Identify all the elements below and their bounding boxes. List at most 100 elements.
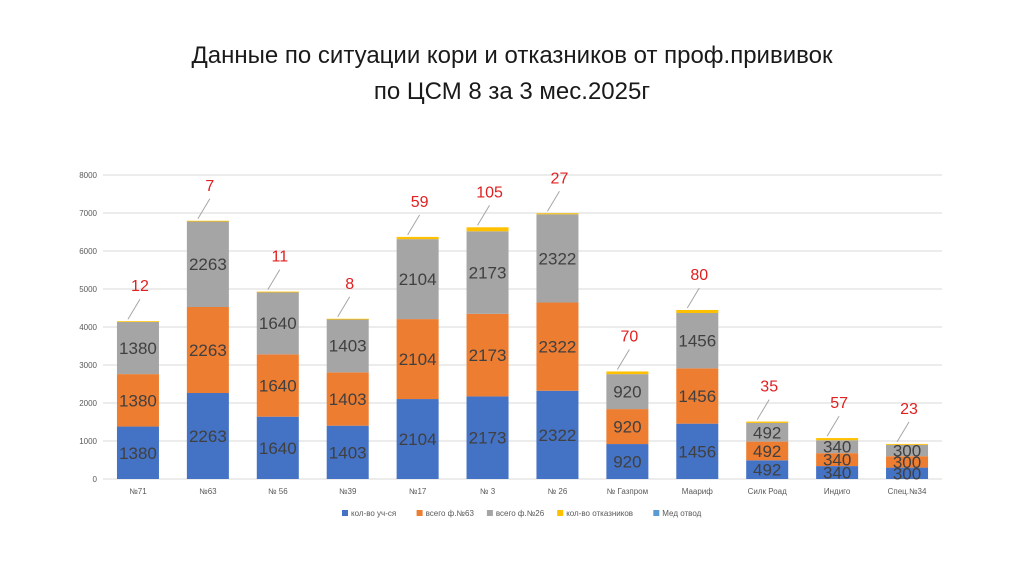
bar-segment <box>396 239 439 320</box>
bar-segment <box>186 221 229 308</box>
data-label: 2322 <box>539 338 577 357</box>
bar-segment <box>256 416 299 479</box>
data-label: 1380 <box>119 339 157 358</box>
legend-label: кол-во отказников <box>566 509 633 518</box>
leader-line <box>826 415 840 437</box>
data-label: 2322 <box>539 249 577 268</box>
y-tick-label: 4000 <box>79 323 97 332</box>
refusal-label: 80 <box>690 267 708 284</box>
data-label: 340 <box>823 464 851 483</box>
refusal-label: 70 <box>620 328 638 345</box>
x-tick-label: Индиго <box>824 487 851 496</box>
bar-segment <box>676 309 719 314</box>
legend-swatch <box>416 510 423 516</box>
data-label: 1456 <box>678 387 716 406</box>
data-label: 2263 <box>189 341 227 360</box>
data-label: 340 <box>823 438 851 457</box>
bar-segment <box>606 409 649 445</box>
refusal-label: 35 <box>760 379 778 396</box>
leader-line <box>547 191 560 212</box>
bar-segment <box>886 444 929 457</box>
legend-label: всего ф.№63 <box>426 509 475 518</box>
legend-label: всего ф.№26 <box>496 509 545 518</box>
data-label: 2173 <box>469 429 507 448</box>
bar-segment <box>116 321 159 375</box>
bar-segment <box>256 354 299 417</box>
bar-segment <box>466 313 509 397</box>
legend-swatch <box>557 510 564 516</box>
bar-segment <box>466 396 509 479</box>
data-label: 300 <box>893 464 921 483</box>
refusal-label: 7 <box>205 178 214 195</box>
y-tick-label: 5000 <box>79 285 97 294</box>
data-label: 300 <box>893 453 921 472</box>
refusal-label: 12 <box>131 278 149 295</box>
bar-segment <box>676 423 719 479</box>
x-tick-label: № 56 <box>268 487 288 496</box>
bar-segment <box>396 399 439 479</box>
y-tick-label: 6000 <box>79 247 97 256</box>
bar-segment <box>606 444 649 479</box>
bar-segment <box>396 236 439 240</box>
data-label: 2322 <box>539 426 577 445</box>
x-tick-label: №39 <box>339 487 357 496</box>
data-label: 1403 <box>329 443 367 462</box>
x-tick-label: №17 <box>409 487 427 496</box>
data-label: 1403 <box>329 390 367 409</box>
bar-segment <box>186 220 229 222</box>
data-label: 1380 <box>119 391 157 410</box>
bar-segment <box>326 319 369 373</box>
y-tick-label: 3000 <box>79 361 97 370</box>
data-label: 1456 <box>678 442 716 461</box>
refusal-label: 8 <box>345 276 354 293</box>
x-tick-label: Спец.№34 <box>888 487 927 496</box>
legend-swatch <box>342 510 348 516</box>
data-label: 492 <box>753 442 781 461</box>
bar-segment <box>256 292 299 355</box>
y-tick-label: 0 <box>93 475 98 484</box>
bar-segment <box>186 393 229 479</box>
leader-line <box>337 296 351 318</box>
bar-segment <box>746 421 789 423</box>
bar-segment <box>116 321 159 323</box>
chart-title: Данные по ситуации кори и отказников от … <box>0 38 1024 110</box>
refusal-label: 27 <box>551 170 569 187</box>
bar-segment <box>606 371 649 375</box>
data-label: 2104 <box>399 270 437 289</box>
bar-segment <box>536 390 579 479</box>
leader-line <box>756 399 770 420</box>
data-label: 1403 <box>329 337 367 356</box>
leader-line <box>686 287 700 309</box>
bar-segment <box>606 374 649 410</box>
refusal-label: 105 <box>476 184 503 201</box>
bar-segment <box>186 307 229 394</box>
y-tick-label: 8000 <box>79 171 97 180</box>
bar-segment <box>116 426 159 479</box>
bar-segment <box>886 456 929 468</box>
x-tick-label: № Газпром <box>607 487 648 496</box>
leader-line <box>896 421 910 443</box>
bar-segment <box>536 213 579 215</box>
data-label: 2104 <box>399 430 437 449</box>
leader-line <box>477 205 490 226</box>
refusal-label: 23 <box>900 401 918 418</box>
title-line-1: Данные по ситуации кори и отказников от … <box>191 42 833 69</box>
x-tick-label: Маариф <box>682 487 714 496</box>
bar-segment <box>676 313 719 369</box>
bar-segment <box>326 372 369 426</box>
bar-segment <box>256 291 299 293</box>
x-tick-label: №63 <box>199 487 217 496</box>
bar-segment <box>816 438 859 441</box>
x-tick-label: Силк Роад <box>748 487 788 496</box>
refusal-label: 59 <box>411 194 429 211</box>
bar-segment <box>886 467 929 479</box>
data-label: 1640 <box>259 377 297 396</box>
bar-segment <box>116 374 159 427</box>
data-label: 1640 <box>259 314 297 333</box>
bar-segment <box>816 466 859 479</box>
data-label: 2173 <box>469 264 507 283</box>
bar-segment <box>466 227 509 232</box>
data-label: 2173 <box>469 346 507 365</box>
refusal-label: 57 <box>830 395 848 412</box>
